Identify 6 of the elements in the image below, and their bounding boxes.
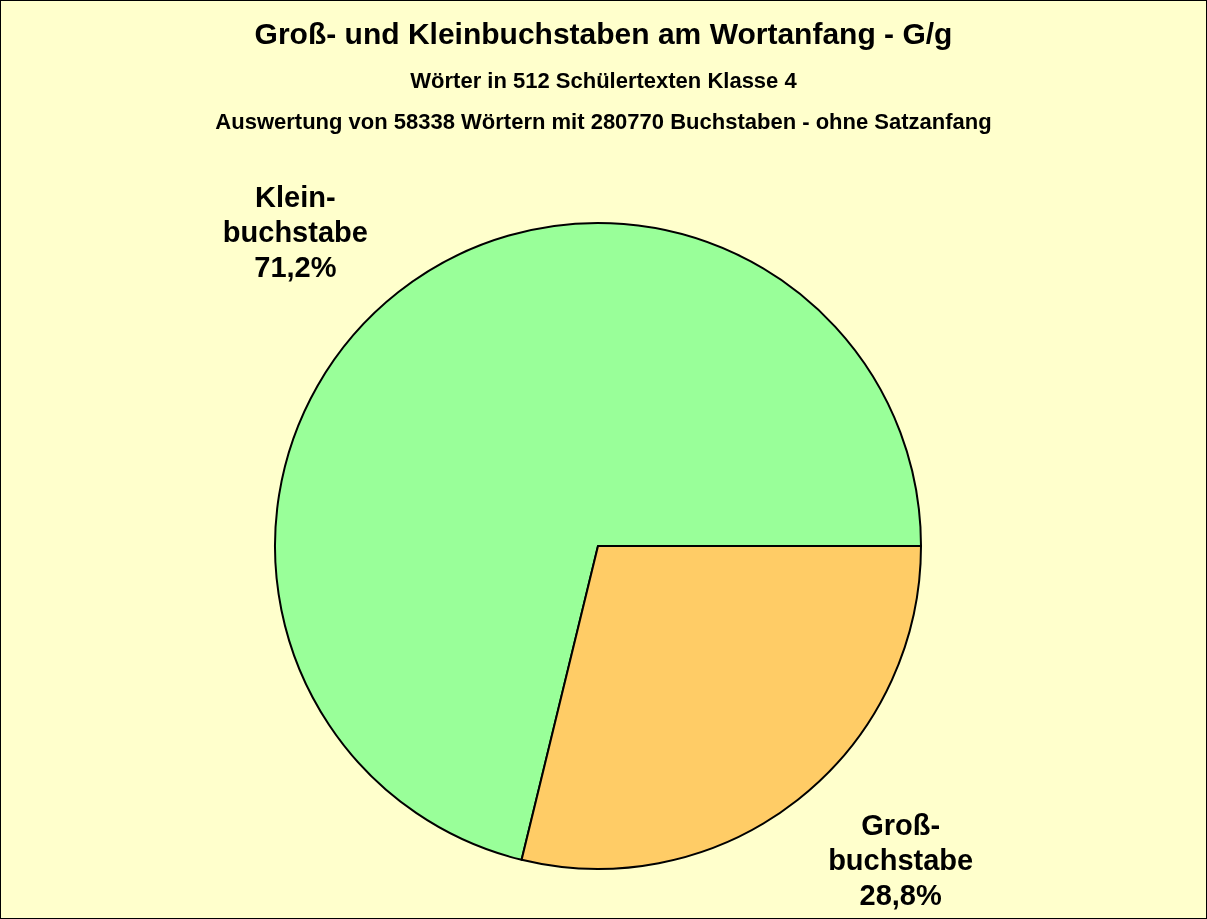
data-label: 28,8% <box>859 878 942 911</box>
slice-label: Klein-buchstabe <box>222 181 368 249</box>
data-label: 71,2% <box>254 251 337 284</box>
slice-label: Groß-buchstabe <box>828 808 974 876</box>
chart-subtitle: Wörter in 512 Schülertexten Klasse 4 Auswertung von 58338 Wörtern mit 280770 Buchstaben - ohne Satzanfang <box>215 68 992 134</box>
chart-title: Groß- und Kleinbuchstaben am Wortanfang - G/g <box>254 16 953 50</box>
